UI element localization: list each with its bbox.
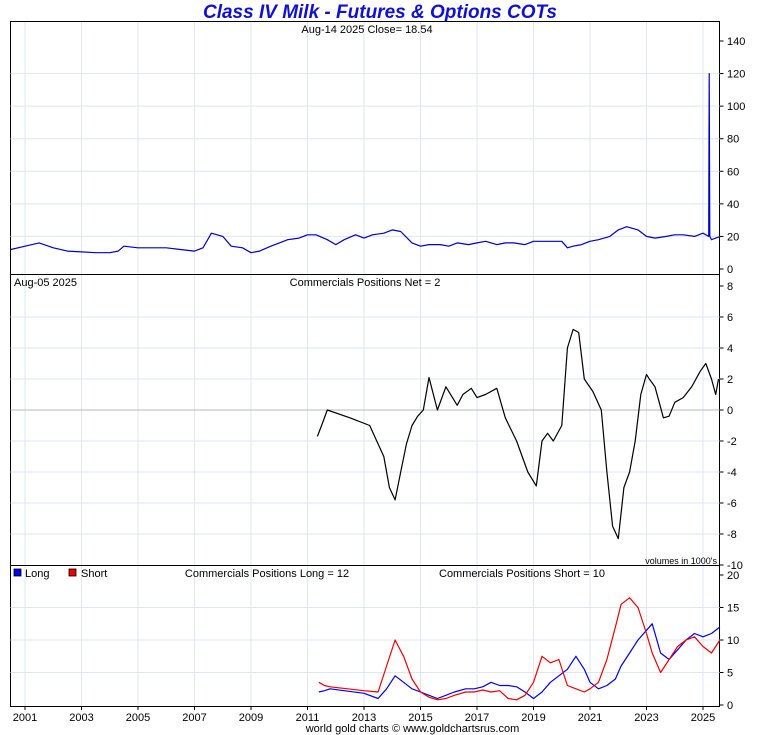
y-tick-label: 4 bbox=[727, 343, 733, 355]
y-tick-label: 5 bbox=[727, 668, 733, 680]
y-tick-label: -6 bbox=[727, 498, 737, 510]
y-tick-label: 20 bbox=[727, 231, 739, 243]
y-tick-label: 10 bbox=[727, 635, 739, 647]
legend-long-swatch bbox=[13, 568, 22, 577]
y-tick-label: 120 bbox=[727, 69, 745, 81]
series-line-price bbox=[10, 72, 721, 254]
x-tick-label: 2003 bbox=[69, 712, 93, 724]
chart-title: Class IV Milk - Futures & Options COTs bbox=[202, 2, 557, 23]
series-line-long-short-short bbox=[318, 597, 721, 701]
y-tick-label: -4 bbox=[727, 467, 737, 479]
x-tick-label: 2015 bbox=[408, 712, 432, 724]
short-header: Commercials Positions Short = 10 bbox=[439, 568, 605, 580]
legend-long-label: Long bbox=[25, 568, 49, 580]
long-short-panel-frame bbox=[10, 565, 720, 707]
long-header: Commercials Positions Long = 12 bbox=[185, 568, 349, 580]
legend-short-swatch bbox=[68, 568, 77, 577]
y-tick-label: 40 bbox=[727, 199, 739, 211]
x-tick-label: 2025 bbox=[691, 712, 715, 724]
x-tick-label: 2017 bbox=[465, 712, 489, 724]
tick-labels: 020406080100120140-10-8-6-4-202468051015… bbox=[13, 36, 746, 724]
y-tick-label: 8 bbox=[727, 281, 733, 293]
x-tick-label: 2001 bbox=[13, 712, 37, 724]
y-tick-label: 0 bbox=[727, 264, 733, 276]
x-tick-label: 2011 bbox=[296, 712, 320, 724]
y-tick-label: 2 bbox=[727, 374, 733, 386]
y-tick-label: -10 bbox=[727, 560, 743, 572]
net-panel-frame bbox=[10, 274, 720, 566]
x-tick-label: 2023 bbox=[634, 712, 658, 724]
x-tick-label: 2005 bbox=[126, 712, 150, 724]
y-tick-label: 15 bbox=[727, 603, 739, 615]
y-tick-label: 140 bbox=[727, 36, 745, 48]
y-tick-label: 0 bbox=[727, 405, 733, 417]
x-tick-label: 2007 bbox=[182, 712, 206, 724]
y-tick-label: 20 bbox=[727, 570, 739, 582]
chart-marks bbox=[10, 72, 721, 701]
y-tick-label: 6 bbox=[727, 312, 733, 324]
legend-short-label: Short bbox=[81, 568, 107, 580]
net-header-date: Aug-05 2025 bbox=[14, 277, 77, 289]
series-line-long-short-long bbox=[318, 623, 721, 700]
x-tick-label: 2009 bbox=[239, 712, 263, 724]
y-tick-label: -2 bbox=[727, 436, 737, 448]
y-tick-label: 60 bbox=[727, 166, 739, 178]
volumes-note: volumes in 1000's bbox=[645, 556, 717, 566]
price-header: Aug-14 2025 Close= 18.54 bbox=[301, 24, 432, 36]
y-tick-label: 100 bbox=[727, 101, 745, 113]
y-tick-label: 0 bbox=[727, 700, 733, 712]
x-tick-label: 2013 bbox=[352, 712, 376, 724]
y-tick-label: -8 bbox=[727, 529, 737, 541]
x-tick-label: 2021 bbox=[578, 712, 602, 724]
legend: Long Short bbox=[13, 568, 107, 580]
grid bbox=[10, 22, 724, 710]
x-tick-label: 2019 bbox=[521, 712, 545, 724]
panel-frames bbox=[10, 21, 720, 707]
y-tick-label: 80 bbox=[727, 134, 739, 146]
credit-text: world gold charts © www.goldchartsrus.co… bbox=[305, 723, 520, 735]
series-line-net bbox=[316, 328, 720, 540]
net-header: Commercials Positions Net = 2 bbox=[290, 277, 441, 289]
